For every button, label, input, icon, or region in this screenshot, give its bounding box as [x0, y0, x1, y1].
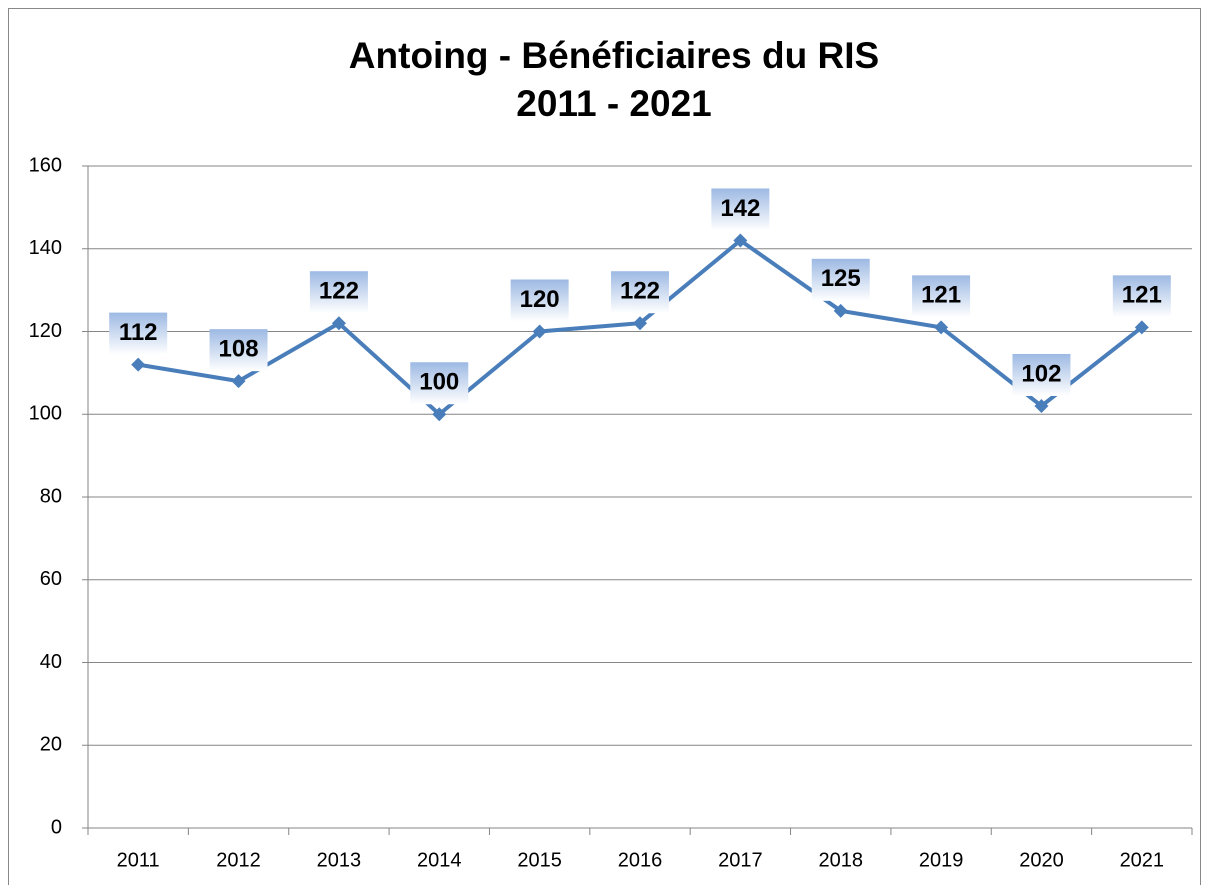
data-label: 108 [219, 335, 259, 362]
data-label: 121 [1122, 282, 1162, 309]
chart-title: 2011 - 2021 [516, 83, 711, 124]
data-label-box [1012, 353, 1071, 396]
data-label-box [209, 329, 268, 372]
x-tick-label: 2021 [1120, 849, 1165, 871]
y-tick-label: 160 [29, 154, 62, 176]
marker [131, 357, 146, 372]
marker [432, 407, 447, 422]
y-tick-label: 140 [29, 237, 62, 259]
marker [532, 324, 547, 339]
marker [331, 316, 346, 331]
data-label: 125 [821, 265, 861, 292]
marker [1134, 320, 1149, 335]
data-label-box [109, 312, 168, 355]
x-tick-label: 2016 [618, 849, 663, 871]
y-tick-label: 60 [40, 568, 62, 590]
y-tick-label: 0 [51, 816, 62, 838]
x-tick-label: 2018 [818, 849, 863, 871]
data-label: 100 [419, 369, 459, 396]
x-tick-label: 2020 [1019, 849, 1064, 871]
marker [633, 316, 647, 331]
data-label: 142 [720, 195, 760, 222]
data-label-box [611, 271, 669, 314]
x-tick-label: 2011 [117, 849, 160, 871]
y-tick-label: 120 [29, 320, 62, 342]
x-tick-label: 2019 [919, 849, 964, 871]
data-label-box [711, 188, 770, 231]
x-tick-label: 2012 [216, 849, 261, 871]
data-label: 122 [319, 278, 359, 305]
data-label: 121 [921, 282, 961, 309]
data-label: 120 [520, 286, 560, 313]
marker [733, 233, 748, 248]
data-label-box [510, 279, 569, 322]
marker [231, 374, 246, 389]
data-label: 102 [1021, 360, 1061, 387]
x-tick-label: 2014 [417, 849, 462, 871]
data-label: 122 [620, 278, 660, 305]
y-tick-label: 100 [29, 403, 62, 425]
chart-frame [8, 8, 1201, 885]
data-label-box [912, 275, 971, 318]
marker [934, 320, 949, 335]
data-label-box [811, 258, 870, 301]
x-tick-label: 2013 [317, 849, 362, 871]
marker [1034, 398, 1049, 413]
data-label: 112 [119, 319, 158, 346]
data-label-box [309, 271, 368, 314]
data-label-box [410, 362, 469, 405]
x-tick-label: 2017 [718, 849, 763, 871]
y-tick-label: 80 [40, 485, 62, 507]
x-tick-label: 2015 [517, 849, 562, 871]
y-tick-label: 40 [40, 651, 62, 673]
data-label-box [1112, 275, 1171, 318]
chart-title: Antoing - Bénéficiaires du RIS [349, 35, 879, 76]
y-tick-label: 20 [40, 734, 62, 756]
marker [833, 303, 848, 318]
